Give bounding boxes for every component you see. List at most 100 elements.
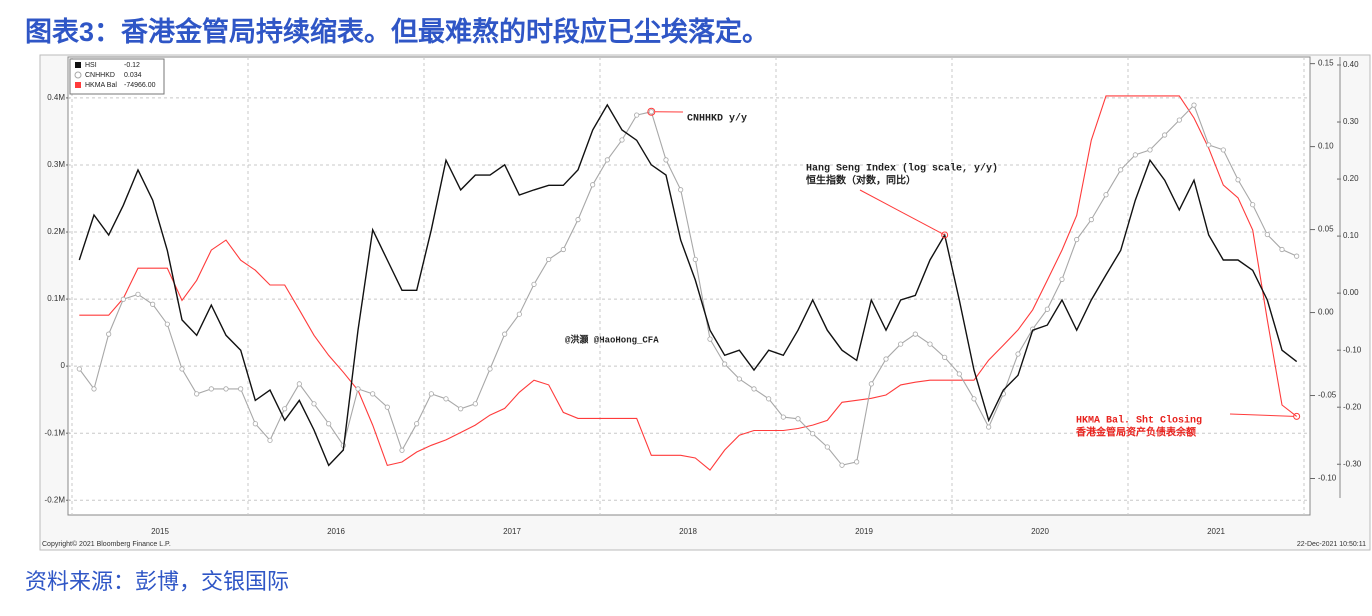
point-marker — [399, 447, 405, 453]
tick-label: 0.2M — [47, 227, 65, 236]
point-marker — [1132, 152, 1138, 158]
point-marker — [1191, 102, 1197, 108]
point-marker — [370, 391, 376, 397]
point-marker — [252, 421, 258, 427]
point-marker — [311, 401, 317, 407]
point-marker — [575, 217, 581, 223]
annotation-marker — [941, 231, 949, 239]
chart-title: 图表3：香港金管局持续缩表。但最难熬的时段应已尘埃落定。 — [25, 16, 769, 47]
source-note: 资料来源：彭博，交银国际 — [25, 569, 289, 594]
point-marker — [780, 414, 786, 420]
annotation-leader — [859, 189, 945, 236]
point-marker — [1250, 202, 1256, 208]
point-marker — [604, 157, 610, 163]
point-marker — [1118, 167, 1124, 173]
point-marker — [208, 386, 214, 392]
point-marker — [854, 459, 860, 465]
point-marker — [135, 291, 141, 297]
point-marker — [868, 381, 874, 387]
point-marker — [766, 396, 772, 402]
tick-label: -0.20 — [1343, 402, 1362, 411]
tick-label: 0.10 — [1343, 231, 1359, 240]
point-marker — [516, 311, 522, 317]
point-marker — [663, 157, 669, 163]
point-marker — [560, 246, 566, 253]
legend-box — [69, 58, 165, 95]
tick-label: 0.00 — [1318, 308, 1334, 317]
point-marker — [648, 109, 654, 115]
point-marker — [1264, 231, 1270, 238]
point-marker — [1279, 246, 1285, 253]
point-marker — [839, 462, 845, 468]
point-marker — [1162, 132, 1168, 138]
point-marker — [238, 386, 244, 392]
point-marker — [443, 396, 449, 402]
point-marker — [414, 421, 420, 427]
point-marker — [1074, 236, 1080, 243]
point-marker — [1088, 217, 1094, 223]
tick-label: -0.10 — [1343, 345, 1362, 354]
point-marker — [956, 371, 962, 377]
point-marker — [326, 421, 332, 427]
point-marker — [223, 386, 229, 392]
tick-label: -0.05 — [1318, 391, 1337, 400]
point-marker — [942, 354, 948, 360]
point-marker — [1235, 177, 1241, 183]
x-tick-label: 2015 — [151, 527, 169, 536]
point-marker — [1147, 147, 1153, 153]
tick-label: 0.4M — [47, 93, 65, 102]
point-marker — [971, 396, 977, 402]
legend-swatch — [75, 82, 81, 88]
timestamp: 22-Dec-2021 10:50:11 — [1297, 541, 1366, 548]
tick-label: 0.05 — [1318, 225, 1334, 234]
x-tick-label: 2020 — [1031, 527, 1049, 536]
point-marker — [194, 391, 200, 397]
x-tick-label: 2016 — [327, 527, 345, 536]
point-marker — [487, 366, 493, 372]
point-marker — [912, 331, 918, 337]
tick-label: 0.00 — [1343, 288, 1359, 297]
legend-value: 0.034 — [124, 72, 142, 79]
legend-label: CNHHKD — [85, 72, 115, 79]
point-marker — [282, 406, 288, 412]
tick-label: -0.10 — [1318, 474, 1337, 483]
tick-label: 0.40 — [1343, 60, 1359, 69]
annotation: 恒生指数（对数，同比） — [806, 174, 916, 188]
x-tick-label: 2018 — [679, 527, 697, 536]
point-marker — [428, 391, 434, 397]
annotation: 香港金管局资产负债表余额 — [1076, 426, 1196, 440]
point-marker — [619, 137, 625, 143]
point-marker — [707, 336, 713, 342]
point-marker — [736, 376, 742, 382]
point-marker — [1206, 142, 1212, 148]
point-marker — [164, 321, 170, 327]
tick-label: 0.15 — [1318, 59, 1334, 68]
series-line — [79, 95, 1298, 471]
point-marker — [472, 401, 478, 407]
point-marker — [1059, 276, 1065, 282]
point-marker — [590, 182, 596, 188]
tick-label: 0.10 — [1318, 142, 1334, 151]
x-tick-label: 2019 — [855, 527, 873, 536]
point-marker — [927, 341, 933, 347]
point-marker — [546, 256, 552, 263]
point-marker — [678, 187, 684, 193]
point-marker — [883, 356, 889, 362]
annotation: Hang Seng Index (log scale, y/y) — [806, 163, 998, 175]
tick-label: 0.1M — [47, 294, 65, 303]
point-marker — [986, 424, 992, 430]
point-marker — [1176, 117, 1182, 123]
point-marker — [267, 437, 273, 443]
point-marker — [1015, 351, 1021, 357]
point-marker — [824, 444, 830, 450]
annotation: CNHHKD y/y — [687, 113, 747, 125]
annotation-leader — [1229, 413, 1294, 417]
x-tick-label: 2021 — [1207, 527, 1225, 536]
point-marker — [91, 386, 97, 392]
legend-label: HKMA Bal — [85, 82, 117, 89]
legend-value: -0.12 — [124, 62, 140, 69]
point-marker — [1044, 306, 1050, 312]
tick-label: 0.3M — [47, 160, 65, 169]
point-marker — [150, 301, 156, 307]
point-marker — [810, 431, 816, 437]
